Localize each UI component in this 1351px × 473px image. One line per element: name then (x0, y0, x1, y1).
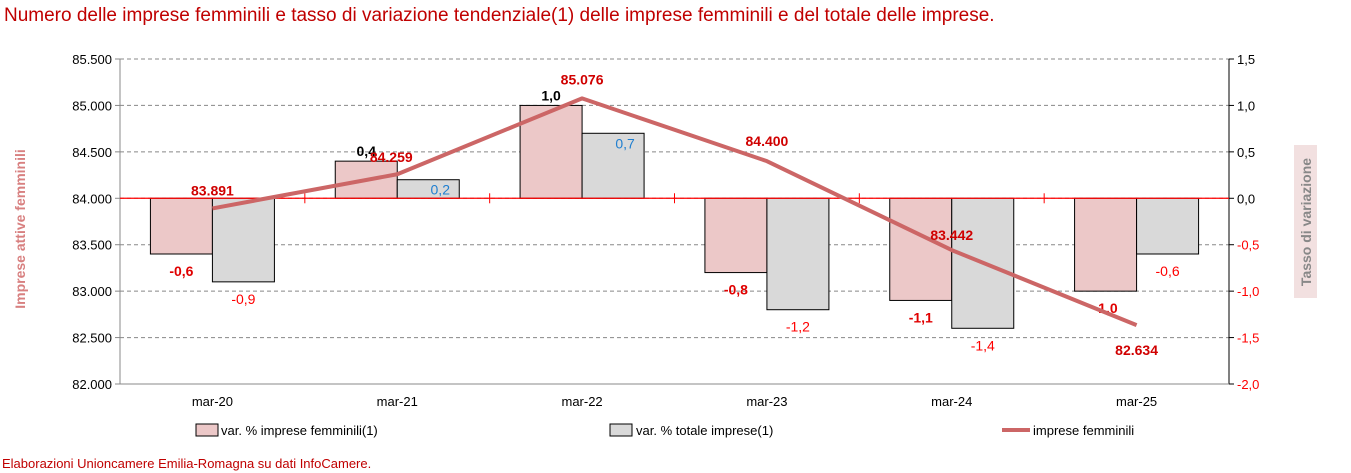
bar-femminili (889, 197, 953, 301)
bar-data-label: 1,0 (541, 87, 561, 103)
line-imprese-femminili (212, 96, 1138, 327)
legend-label: var. % imprese femminili(1) (221, 423, 378, 438)
right-tick-label: -0,5 (1237, 238, 1259, 253)
category-label: mar-21 (377, 394, 418, 409)
bar-data-label: -0,6 (169, 263, 193, 279)
left-tick-label: 84.000 (72, 191, 112, 206)
category-label: mar-25 (1116, 394, 1157, 409)
left-tick-label: 83.000 (72, 284, 112, 299)
category-label: mar-24 (931, 394, 972, 409)
left-tick-label: 85.500 (72, 52, 112, 67)
bar-totale (1136, 197, 1200, 255)
right-tick-label: 0,5 (1237, 145, 1255, 160)
right-tick-label: -1,5 (1237, 331, 1259, 346)
left-tick-label: 82.500 (72, 331, 112, 346)
right-axis-title: Tasso di variazione (1298, 158, 1314, 286)
bar-data-label: -0,6 (1156, 263, 1180, 279)
category-label: mar-23 (746, 394, 787, 409)
right-tick-label: 1,0 (1237, 98, 1255, 113)
legend-label: var. % totale imprese(1) (636, 423, 773, 438)
bar-data-label: -0,9 (231, 291, 255, 307)
bar-femminili (1074, 197, 1138, 292)
bar-femminili (704, 197, 768, 274)
bar-totale (211, 197, 275, 283)
legend-swatch-totale (609, 423, 633, 437)
bar-data-label: 0,4 (357, 143, 377, 159)
left-tick-label: 83.500 (72, 238, 112, 253)
bar-data-label: -1,2 (786, 319, 810, 335)
right-tick-label: -1,0 (1237, 284, 1259, 299)
bar-femminili (149, 197, 213, 255)
bar-data-label: 0,7 (615, 135, 635, 151)
legend-label: imprese femminili (1033, 423, 1134, 438)
bar-data-label: -0,8 (724, 282, 748, 298)
bar-data-label: -1,4 (971, 337, 995, 353)
category-label: mar-22 (561, 394, 602, 409)
line-data-label: 84.259 (370, 149, 413, 165)
source-note: Elaborazioni Unioncamere Emilia-Romagna … (2, 456, 372, 471)
right-axis-title-bg (1294, 145, 1317, 298)
line-data-label: 85.076 (561, 71, 604, 87)
line-data-label: 83.442 (930, 227, 973, 243)
left-tick-label: 84.500 (72, 145, 112, 160)
chart-title: Numero delle imprese femminili e tasso d… (4, 5, 995, 26)
category-label: mar-20 (192, 394, 233, 409)
bar-data-label: 0,2 (431, 182, 451, 198)
bar-data-label: -1,1 (909, 309, 933, 325)
right-tick-label: 1,5 (1237, 52, 1255, 67)
line-data-label: 84.400 (746, 133, 789, 149)
left-tick-label: 85.000 (72, 98, 112, 113)
left-tick-label: 82.000 (72, 377, 112, 392)
line-data-label: 83.891 (191, 182, 234, 198)
line-data-label: 82.634 (1115, 342, 1158, 358)
right-tick-label: 0,0 (1237, 191, 1255, 206)
right-tick-label: -2,0 (1237, 377, 1259, 392)
bar-totale (766, 197, 830, 311)
left-axis-title: Imprese attive femminili (12, 149, 28, 309)
legend-swatch-femminili (195, 423, 219, 437)
